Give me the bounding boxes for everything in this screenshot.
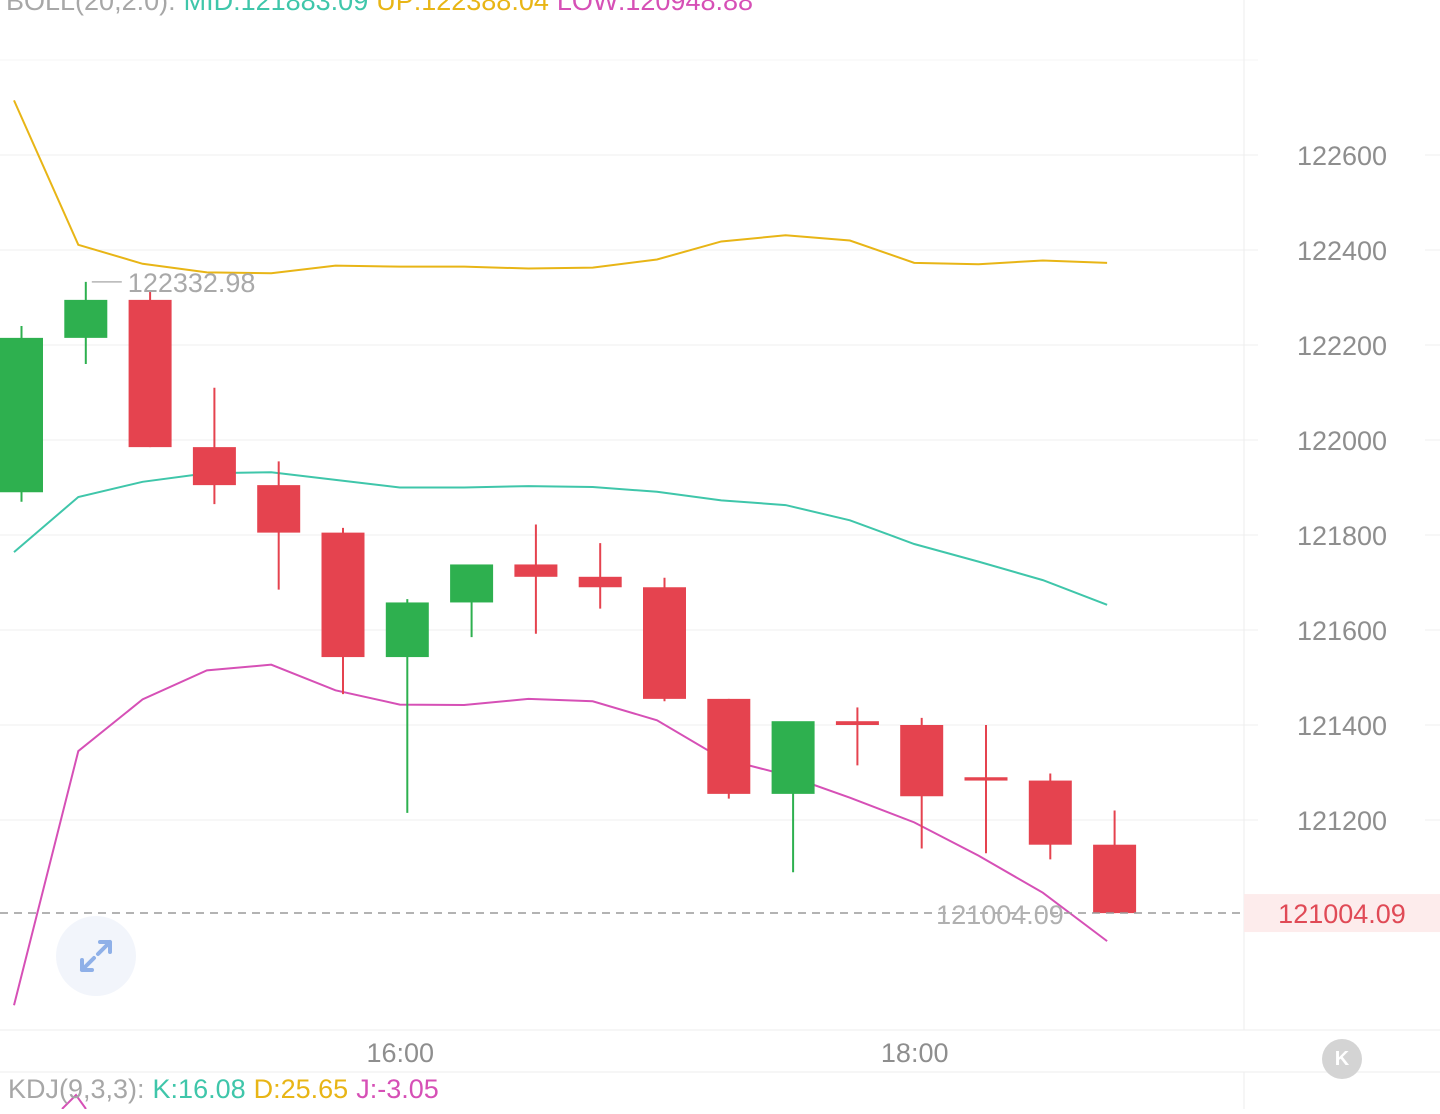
candle-up xyxy=(0,326,43,502)
candle-up xyxy=(64,281,108,364)
candle-down xyxy=(321,527,365,695)
candle-up xyxy=(385,599,429,813)
y-axis-tick-label: 122200 xyxy=(1297,331,1387,361)
kdj-k-value: K:16.08 xyxy=(152,1074,246,1104)
y-axis-tick-label: 121600 xyxy=(1297,616,1387,646)
candles-layer xyxy=(0,281,1137,914)
k-button-label: K xyxy=(1334,1047,1350,1070)
candle-body xyxy=(900,725,944,797)
y-axis-tick-label: 122600 xyxy=(1297,141,1387,171)
candle-down xyxy=(257,461,301,590)
boll-mid-value: MID:121883.09 xyxy=(183,0,369,16)
labels-layer: 122600 122400 122200 122000 121800 121600 1214… xyxy=(0,141,1440,1068)
candle-down xyxy=(707,698,751,799)
x-axis-tick-label: 16:00 xyxy=(367,1038,435,1068)
x-axis-tick-label: 18:00 xyxy=(881,1038,949,1068)
candle-body xyxy=(257,485,301,533)
kdj-j-value: J:-3.05 xyxy=(356,1074,439,1104)
candle-body xyxy=(771,721,815,794)
candle-down xyxy=(964,725,1008,854)
candle-body xyxy=(1093,844,1137,914)
kdj-legend: KDJ(9,3,3): K:16.08 D:25.65 J:-3.05 xyxy=(8,1074,447,1105)
boll-legend-label: BOLL(20,2.0): xyxy=(6,0,176,16)
kdj-j-line-fragment xyxy=(61,1093,87,1110)
y-axis-tick-label: 122400 xyxy=(1297,236,1387,266)
boll-low-value: LOW:120948.88 xyxy=(556,0,754,16)
mid-band-line xyxy=(13,471,1108,606)
k-toggle-button[interactable]: K xyxy=(1322,1039,1362,1079)
kdj-legend-label: KDJ(9,3,3): xyxy=(8,1074,145,1104)
candle-down xyxy=(835,707,879,766)
candle-down xyxy=(578,543,622,609)
expand-arrows-icon xyxy=(80,940,112,972)
bollinger-bands xyxy=(13,99,1108,1110)
candle-down xyxy=(128,291,172,448)
boll-up-value: UP:122388.04 xyxy=(376,0,549,16)
candle-down xyxy=(514,524,558,634)
candle-down xyxy=(643,577,686,702)
candle-down xyxy=(192,387,236,505)
candle-up xyxy=(771,721,815,873)
candle-body xyxy=(964,777,1008,781)
candle-body xyxy=(0,337,43,493)
last-price-tag-bg xyxy=(1244,894,1440,933)
expand-button[interactable] xyxy=(56,916,136,996)
candle-body xyxy=(321,532,365,658)
candle-body xyxy=(835,721,879,725)
candle-body xyxy=(707,698,751,794)
candle-body xyxy=(385,602,429,658)
y-axis-tick-label: 122000 xyxy=(1297,426,1387,456)
candle-body xyxy=(64,299,108,338)
candle-body xyxy=(514,564,558,577)
candle-down xyxy=(1028,773,1072,860)
candle-body xyxy=(450,564,494,603)
max-price-label: 122332.98 xyxy=(128,268,256,298)
candle-body xyxy=(1028,780,1072,845)
y-axis-tick-label: 121800 xyxy=(1297,521,1387,551)
y-axis-tick-label: 121400 xyxy=(1297,711,1387,741)
candle-up xyxy=(450,564,494,638)
kdj-d-value: D:25.65 xyxy=(253,1074,349,1104)
candle-body xyxy=(643,587,686,699)
upper-band-line xyxy=(13,99,1108,275)
y-axis-tick-label: 121200 xyxy=(1297,806,1387,836)
candle-body xyxy=(192,447,236,486)
boll-legend: BOLL(20,2.0): MID:121883.09 UP:122388.04 LO… xyxy=(6,0,761,17)
lower-band-line xyxy=(13,663,1108,1006)
last-price-tag-label: 121004.09 xyxy=(1278,899,1406,929)
candle-down xyxy=(1093,810,1137,914)
candle-down xyxy=(900,717,944,849)
last-price-inline-label: 121004.09 xyxy=(936,900,1064,930)
candle-body xyxy=(578,576,622,588)
candle-body xyxy=(128,299,172,448)
